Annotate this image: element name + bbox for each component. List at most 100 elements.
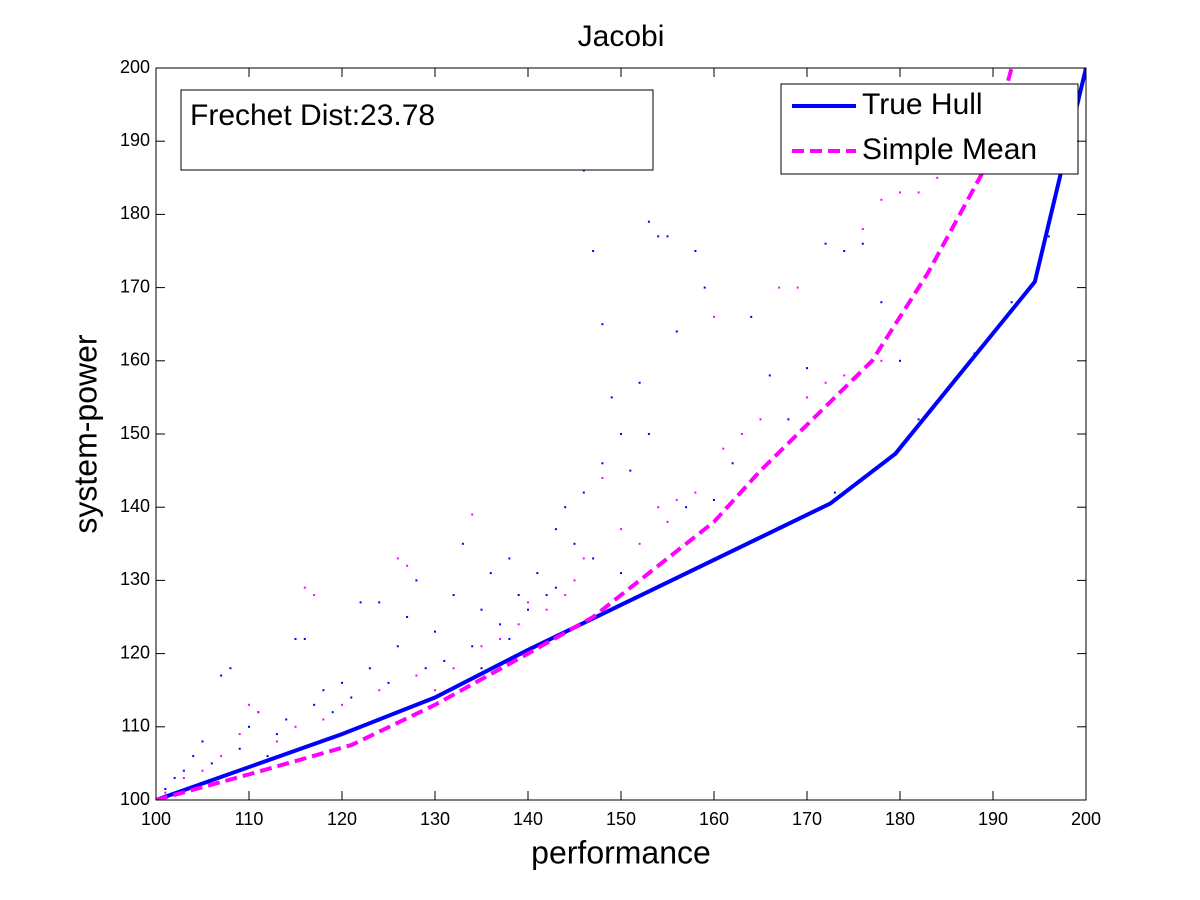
plot-area (156, 68, 1086, 800)
scatter-point (322, 718, 325, 721)
scatter-point (647, 220, 650, 223)
scatter-point (638, 542, 641, 545)
scatter-point (694, 491, 697, 494)
scatter-point (517, 623, 520, 626)
scatter-point (480, 667, 483, 670)
scatter-point (880, 359, 883, 362)
scatter-point (182, 769, 185, 772)
scatter-point (480, 645, 483, 648)
y-tick-label: 180 (120, 203, 150, 223)
scatter-point (248, 703, 250, 706)
scatter-point (275, 740, 278, 743)
series-line (156, 68, 1086, 800)
scatter-point (880, 198, 883, 201)
scatter-point (917, 418, 920, 421)
scatter-point (610, 396, 613, 399)
annotation: Frechet Dist:23.78 (190, 99, 435, 132)
scatter-point (294, 725, 297, 728)
scatter-point (899, 359, 901, 362)
scatter-point (210, 762, 213, 765)
y-axis-label: system-power (67, 334, 103, 534)
scatter-point (638, 381, 641, 384)
scatter-point (861, 228, 864, 231)
scatter-point (248, 725, 250, 728)
legend-label: Simple Mean (862, 133, 1037, 166)
scatter-point (471, 645, 474, 648)
scatter-point (573, 542, 576, 545)
scatter-point (601, 323, 604, 326)
scatter-point (499, 637, 502, 640)
scatter-point (582, 491, 585, 494)
scatter-point (824, 242, 827, 245)
scatter-point (620, 433, 622, 435)
x-tick-label: 200 (1071, 809, 1101, 829)
scatter-point (685, 506, 688, 509)
scatter-point (471, 513, 474, 516)
scatter-point (368, 667, 371, 670)
x-tick-label: 170 (792, 809, 822, 829)
scatter-point (545, 594, 548, 597)
y-tick-label: 160 (120, 350, 150, 370)
scatter-point (182, 777, 185, 780)
scatter-point (275, 733, 278, 736)
scatter-point (740, 433, 743, 435)
scatter-point (396, 645, 399, 648)
scatter-point (322, 689, 325, 692)
scatter-point (629, 469, 632, 472)
x-tick-label: 150 (606, 809, 636, 829)
scatter-point (443, 659, 446, 662)
x-tick-label: 180 (885, 809, 915, 829)
scatter-point (378, 601, 381, 604)
legend: True Hull Simple Mean (780, 83, 1079, 175)
x-tick-label: 160 (699, 809, 729, 829)
scatter-point (452, 667, 455, 670)
scatter-point (880, 301, 883, 304)
scatter-point (554, 528, 557, 531)
scatter-point (675, 330, 678, 333)
x-tick-label: 140 (513, 809, 543, 829)
x-axis-label: performance (531, 834, 711, 870)
scatter-point (806, 396, 808, 399)
scatter-point (768, 374, 771, 377)
scatter-point (527, 601, 529, 604)
scatter-point (554, 586, 557, 589)
scatter-point (415, 674, 418, 677)
legend-box (780, 83, 1079, 175)
scatter-point (713, 498, 715, 501)
scatter-point (359, 601, 362, 604)
scatter-point (192, 755, 195, 758)
scatter-point (341, 681, 343, 684)
scatter-point (341, 703, 343, 706)
scatter-point (201, 740, 204, 743)
scatter-point (461, 542, 464, 545)
scatter-point (1047, 235, 1050, 238)
y-tick-label: 110 (121, 716, 150, 736)
scatter-point (592, 557, 595, 560)
scatter-point (750, 315, 753, 318)
scatter-point (592, 250, 595, 252)
scatter-point (424, 667, 427, 670)
scatter-point (480, 608, 483, 611)
scatter-point (787, 418, 790, 421)
scatter-point (229, 667, 232, 670)
scatter-point (238, 733, 241, 736)
y-tick-label: 100 (120, 789, 150, 809)
scatter-point (406, 616, 409, 618)
x-tick-label: 110 (235, 809, 264, 829)
scatter-point (824, 381, 827, 384)
y-tick-label: 200 (120, 57, 150, 77)
scatter-point (657, 506, 660, 509)
y-tick-label: 120 (120, 642, 150, 662)
scatter-point (303, 637, 306, 640)
scatter-point (917, 191, 920, 194)
scatter-point (294, 637, 297, 640)
scatter-point (173, 777, 176, 780)
x-tick-label: 130 (420, 809, 450, 829)
scatter-point (396, 557, 399, 560)
x-tick-label: 120 (327, 809, 357, 829)
scatter-point (861, 242, 864, 245)
scatter-point (266, 755, 269, 758)
annotation-box (180, 89, 654, 171)
scatter-point (545, 608, 548, 611)
